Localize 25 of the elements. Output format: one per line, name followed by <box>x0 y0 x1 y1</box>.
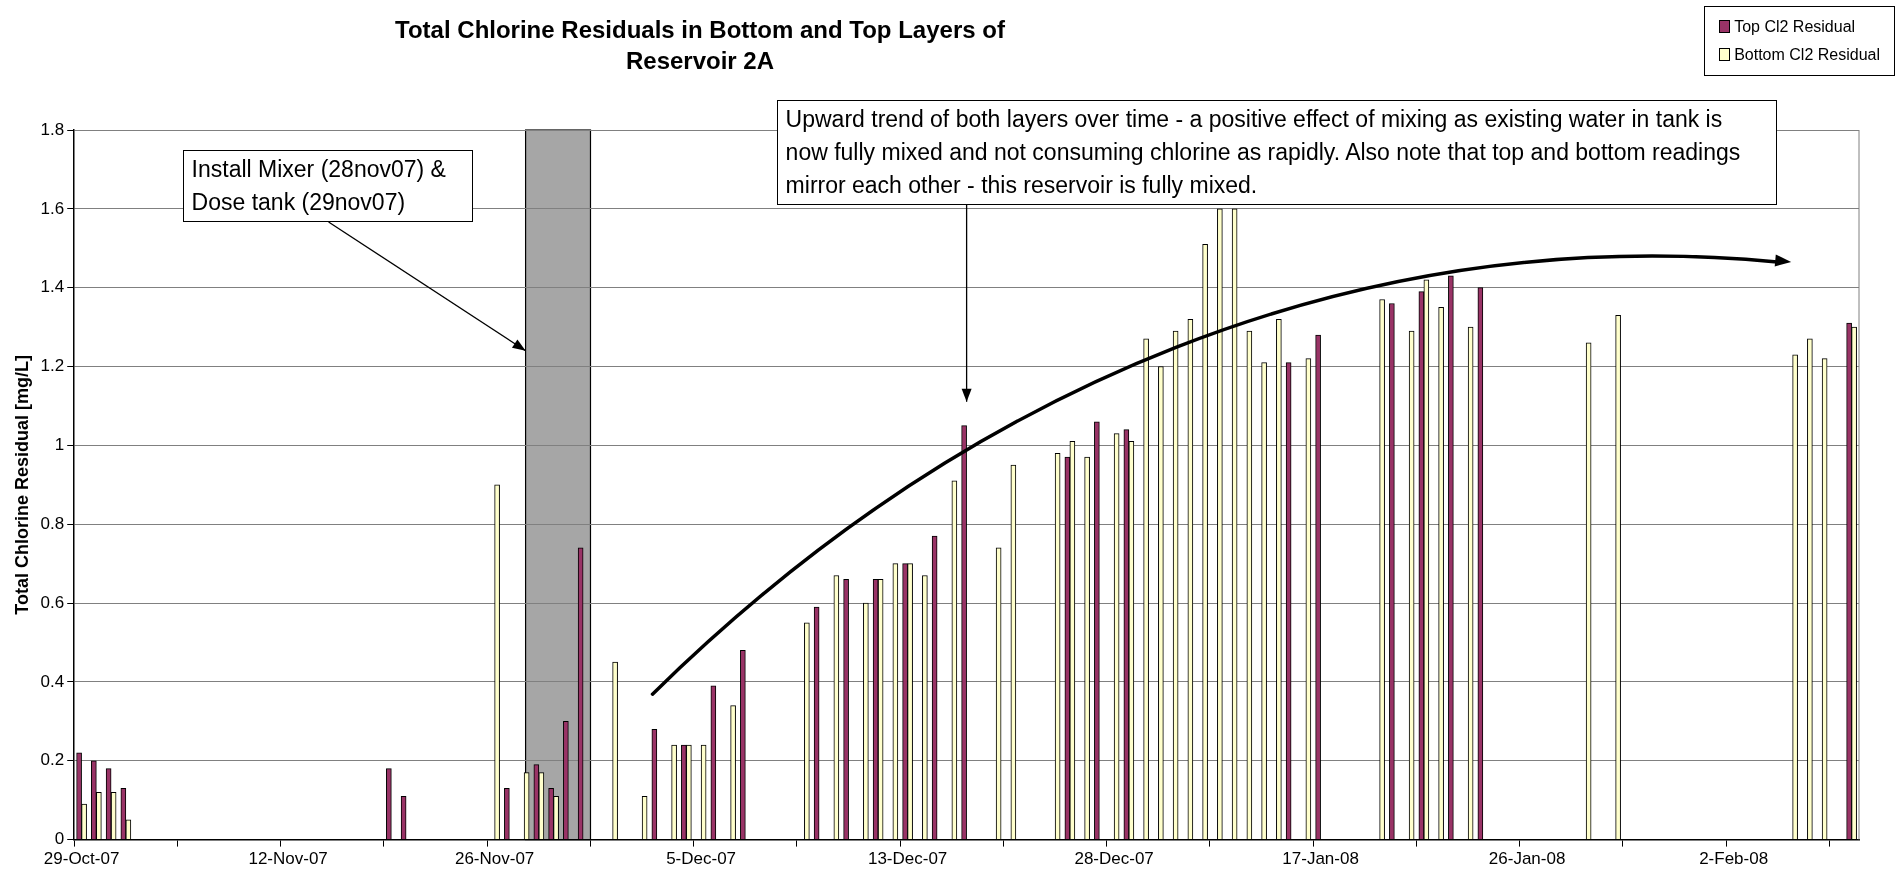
x-tick-label: 12-Nov-07 <box>248 849 328 869</box>
y-axis-title: Total Chlorine Residual [mg/L] <box>11 354 32 615</box>
y-tick-label: 0.8 <box>40 513 65 533</box>
y-tick-label: 0.6 <box>40 592 65 612</box>
y-tick-label: 0.4 <box>40 671 65 691</box>
annotation: Install Mixer (28nov07) & Dose tank (29nov07) <box>182 150 473 222</box>
y-tick-label: 0 <box>54 829 65 849</box>
x-tick-label: 28-Dec-07 <box>1074 849 1154 869</box>
legend-label: Bottom Cl2 Residual <box>1734 46 1880 63</box>
annotation: Upward trend of both layers over time - a positive effect of mixing as existing water in tank is now fully mixed and not consuming chlorine as rapidly. Also note that top and bottom readings mirror each other - this reservoir is fully mixed. <box>776 100 1777 205</box>
x-tick-label: 26-Nov-07 <box>454 849 535 869</box>
y-tick-label: 1.6 <box>40 198 65 218</box>
y-tick-label: 0.2 <box>40 750 65 770</box>
y-tick-label: 1.8 <box>40 119 65 139</box>
x-tick-label: 5-Dec-07 <box>666 849 737 869</box>
y-tick-label: 1.2 <box>40 356 65 376</box>
chart-title: Total Chlorine Residuals in Bottom and Top Layers of Reservoir 2A <box>394 15 1006 76</box>
legend-label: Top Cl2 Residual <box>1734 18 1856 35</box>
x-tick-label: 13-Dec-07 <box>867 849 948 869</box>
x-tick-label: 29-Oct-07 <box>43 849 120 869</box>
y-tick-label: 1 <box>54 435 65 455</box>
x-tick-label: 2-Feb-08 <box>1699 849 1769 869</box>
y-tick-label: 1.4 <box>40 277 65 297</box>
x-tick-label: 17-Jan-08 <box>1282 849 1359 869</box>
x-tick-label: 26-Jan-08 <box>1488 849 1566 869</box>
